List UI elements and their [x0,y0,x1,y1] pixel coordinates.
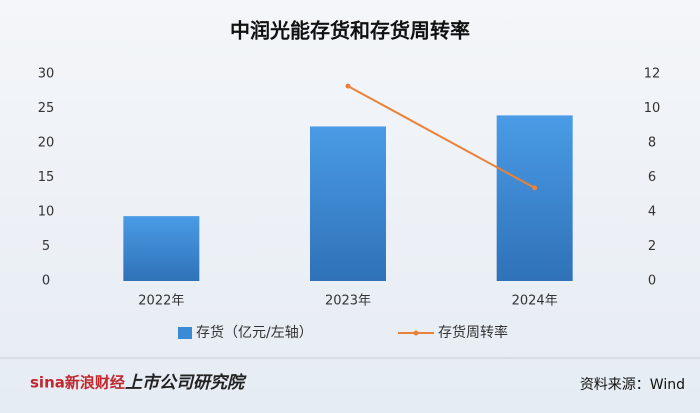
bar [310,126,386,281]
y-tick-label: 30 [38,67,55,82]
x-tick-label: 2023年 [325,294,371,309]
line-point [345,83,351,89]
bar [496,115,573,282]
legend-label: 存货周转率 [438,324,508,341]
source: 资料来源：Wind [580,377,685,393]
bar [123,216,200,281]
line [347,85,536,189]
legend-swatch [178,327,192,339]
logo-left: sina新浪财经 [30,374,125,392]
y-tick-label: 15 [38,170,55,185]
x-tick-label: 2022年 [138,294,184,309]
y2-tick-label: 12 [644,67,661,82]
y-tick-label: 0 [42,274,50,289]
chart-title: 中润光能存货和存货周转率 [230,19,470,43]
y-tick-label: 10 [38,205,55,220]
legend-label: 存货（亿元/左轴） [196,324,313,341]
logo-right: 上市公司研究院 [125,373,247,393]
y2-tick-label: 8 [648,136,656,151]
y2-tick-label: 10 [644,101,661,116]
y2-tick-label: 4 [648,205,656,220]
y-tick-label: 5 [42,239,50,254]
x-tick-label: 2024年 [512,294,558,309]
y2-tick-label: 6 [648,170,656,185]
y-tick-label: 25 [38,101,55,116]
line-point [532,185,538,191]
legend-swatch-dot [413,330,419,336]
y2-tick-label: 0 [648,274,656,289]
y2-tick-label: 2 [648,239,656,254]
y-tick-label: 20 [38,136,55,151]
